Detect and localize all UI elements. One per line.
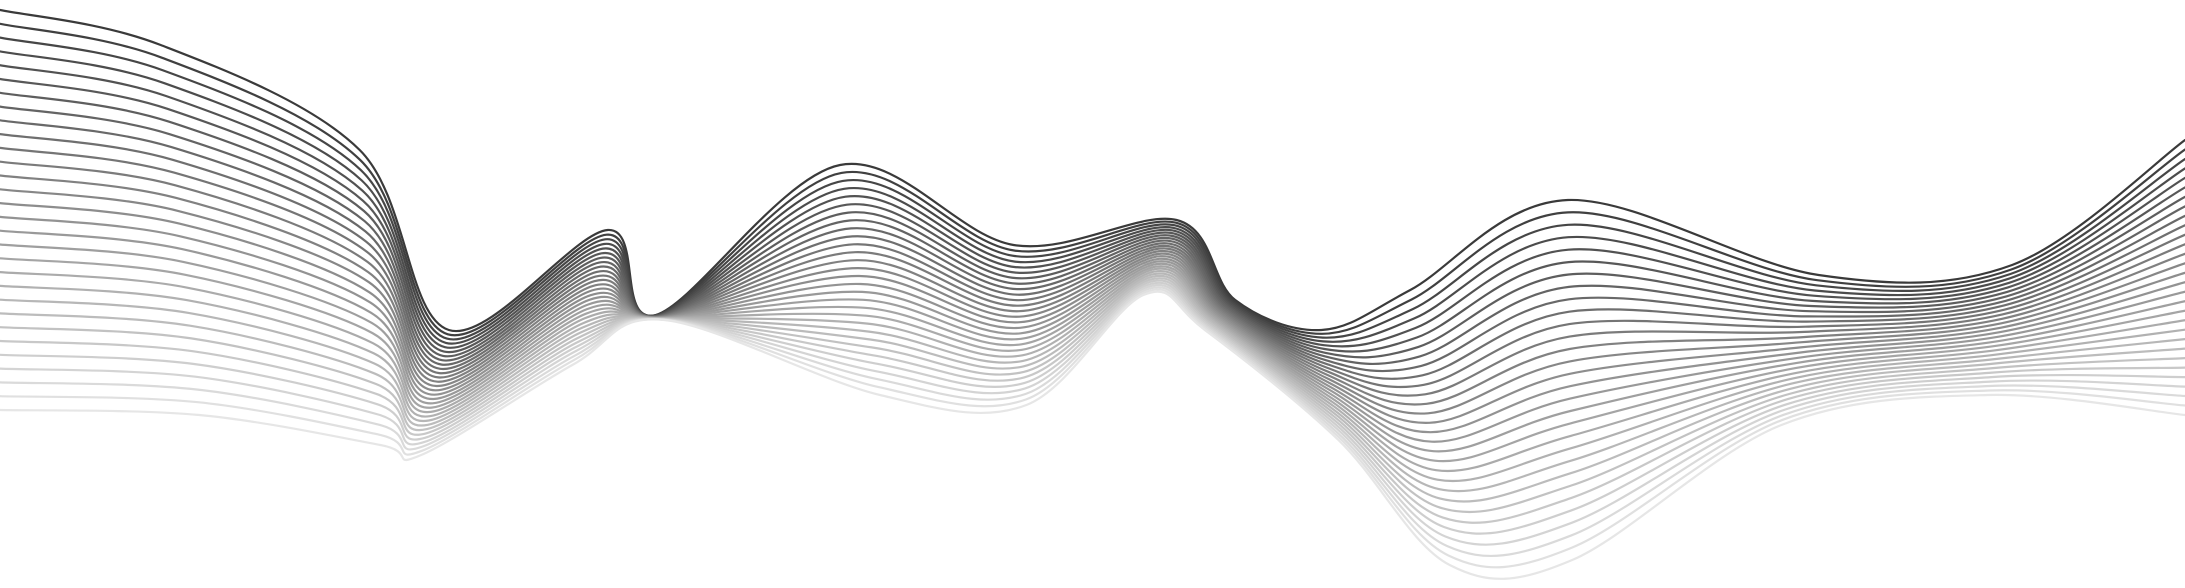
- wave-line: [0, 229, 2185, 443]
- wave-line: [0, 243, 2185, 453]
- wave-line: [0, 274, 2185, 503]
- wave-line: [0, 188, 2185, 415]
- wave-line: [0, 290, 2185, 580]
- wave-line: [0, 133, 2185, 380]
- wave-line: [0, 50, 2185, 345]
- wave-line: [0, 269, 2185, 483]
- wave-line: [0, 22, 2185, 337]
- wave-line: [0, 160, 2185, 397]
- wave-line: [0, 146, 2185, 389]
- wave-line: [0, 288, 2185, 569]
- wave-line: [0, 202, 2185, 424]
- wave-line: [0, 286, 2185, 558]
- wave-line: [0, 8, 2185, 333]
- wave-line: [0, 277, 2185, 514]
- wave-line: [0, 215, 2185, 434]
- wave-line: [0, 91, 2185, 359]
- wave-group: [0, 8, 2185, 580]
- wave-line: [0, 174, 2185, 406]
- wave-line: [0, 36, 2185, 341]
- wave-line: [0, 119, 2185, 373]
- wave-line: [0, 284, 2185, 546]
- wave-line: [0, 281, 2185, 535]
- wave-line: [0, 267, 2185, 473]
- wave-line: [0, 279, 2185, 524]
- wave-line: [0, 105, 2185, 365]
- wave-line: [0, 77, 2185, 354]
- wave-line: [0, 272, 2185, 493]
- wave-line: [0, 64, 2185, 349]
- wave-line: [0, 257, 2185, 463]
